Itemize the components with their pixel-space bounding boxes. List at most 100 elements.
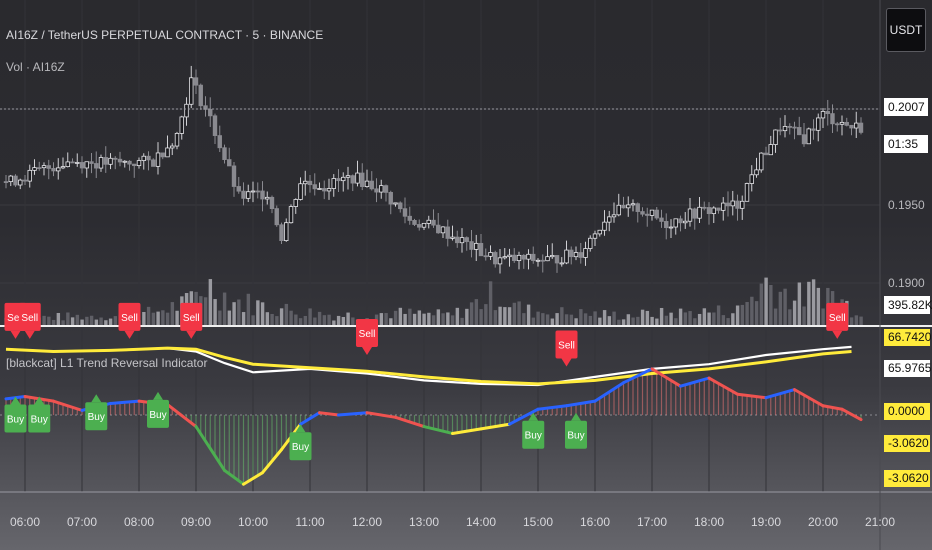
volume-bar-71 xyxy=(341,316,346,325)
candle-170 xyxy=(811,119,816,140)
candle-body xyxy=(336,178,341,182)
sell-signal-2[interactable]: Sell xyxy=(118,302,141,339)
sell-signal-4[interactable]: Sell xyxy=(356,319,378,356)
candle-102 xyxy=(488,245,493,260)
volume-bar-16 xyxy=(80,319,84,325)
volume-bar-171 xyxy=(816,287,821,325)
candle-101 xyxy=(483,248,488,261)
volume-bar-149 xyxy=(712,312,716,325)
buy-signal-7[interactable]: Buy xyxy=(4,396,27,433)
buy-signal-10[interactable]: Buy xyxy=(147,391,169,428)
candle-100 xyxy=(478,233,484,257)
volume-bar-129 xyxy=(617,319,621,325)
volume-bar-104 xyxy=(498,306,502,325)
candle-24 xyxy=(117,151,123,167)
candle-13 xyxy=(65,152,70,168)
candle-body xyxy=(3,181,9,184)
candle-body xyxy=(269,196,275,209)
candle-body xyxy=(692,208,697,219)
candle-body xyxy=(383,185,389,193)
volume-bar-103 xyxy=(493,310,498,325)
candle-155 xyxy=(740,195,745,220)
candle-body xyxy=(493,252,498,265)
candle-175 xyxy=(835,121,840,132)
candle-body xyxy=(265,196,270,200)
volume-bar-29 xyxy=(142,312,146,325)
volume-bar-154 xyxy=(735,305,740,325)
candle-body xyxy=(32,167,37,171)
candle-body xyxy=(41,165,47,169)
volume-bar-36 xyxy=(175,310,179,325)
buy-signal-11[interactable]: Buy xyxy=(289,424,312,461)
candle-body xyxy=(835,123,840,126)
candle-body xyxy=(569,249,574,258)
volume-bar-137 xyxy=(655,318,659,325)
volume-bar-45 xyxy=(218,310,222,325)
buy-signal-9[interactable]: Buy xyxy=(85,394,108,431)
currency-button[interactable]: USDT xyxy=(886,8,926,52)
time-label-0: 06:00 xyxy=(10,515,40,529)
candle-body xyxy=(193,77,199,86)
volume-bar-134 xyxy=(640,309,645,325)
candle-body xyxy=(288,206,294,224)
buy-signal-12[interactable]: Buy xyxy=(522,412,545,449)
candle-127 xyxy=(607,210,612,232)
volume-bar-157 xyxy=(750,296,754,325)
volume-label[interactable]: Vol · AI16Z xyxy=(6,60,65,74)
candle-120 xyxy=(573,246,579,261)
candle-body xyxy=(763,152,769,156)
candle-152 xyxy=(725,191,731,217)
volume-bar-65 xyxy=(313,317,317,325)
candle-137 xyxy=(654,206,659,220)
candle-body xyxy=(127,160,132,165)
candle-23 xyxy=(113,156,118,170)
candle-body xyxy=(478,242,484,257)
volume-bar-97 xyxy=(465,308,469,325)
time-label-15: 21:00 xyxy=(865,515,895,529)
volume-bar-126 xyxy=(602,310,607,325)
volume-bar-11 xyxy=(56,312,61,325)
time-label-3: 09:00 xyxy=(181,515,211,529)
candle-140 xyxy=(668,219,674,238)
symbol-title[interactable]: AI16Z / TetherUS PERPETUAL CONTRACT · 5 … xyxy=(6,28,324,42)
candle-body xyxy=(535,259,541,262)
buy-signal-8[interactable]: Buy xyxy=(28,396,51,433)
candle-28 xyxy=(136,157,142,169)
buy-signal-13[interactable]: Buy xyxy=(565,412,587,449)
volume-bar-109 xyxy=(522,313,526,325)
sell-signal-3[interactable]: Sell xyxy=(180,302,203,339)
candle-body xyxy=(578,252,583,258)
candle-39 xyxy=(189,65,194,109)
candle-85 xyxy=(407,206,412,225)
time-label-10: 16:00 xyxy=(580,515,610,529)
time-label-14: 20:00 xyxy=(808,515,838,529)
candle-133 xyxy=(635,202,640,223)
signal-box xyxy=(85,402,108,431)
sell-signal-6[interactable]: Sell xyxy=(826,302,849,339)
sell-signal-5[interactable]: Sell xyxy=(555,330,578,367)
candle-55 xyxy=(265,191,270,205)
indicator-label[interactable]: [blackcat] L1 Trend Reversal Indicator xyxy=(6,356,208,370)
candle-body xyxy=(231,165,237,187)
sell-signal-1[interactable]: Sell xyxy=(18,302,41,339)
candle-body xyxy=(388,191,393,205)
candle-59 xyxy=(284,218,289,242)
price-axis: 0.1950 0.1900 xyxy=(888,198,925,290)
candle-body xyxy=(516,254,522,262)
countdown-tag: 01:35 xyxy=(884,135,928,153)
candle-body xyxy=(227,159,232,167)
candle-body xyxy=(844,121,849,126)
candle-113 xyxy=(540,254,545,273)
candle-151 xyxy=(721,197,726,221)
candle-115 xyxy=(550,243,555,259)
volume-bar-136 xyxy=(650,316,654,325)
candle-17 xyxy=(84,161,89,178)
candle-105 xyxy=(502,248,507,260)
signal-label: Buy xyxy=(88,412,105,423)
candle-41 xyxy=(198,83,203,110)
oscillator-segment-26 xyxy=(679,376,711,388)
candle-body xyxy=(616,204,621,216)
